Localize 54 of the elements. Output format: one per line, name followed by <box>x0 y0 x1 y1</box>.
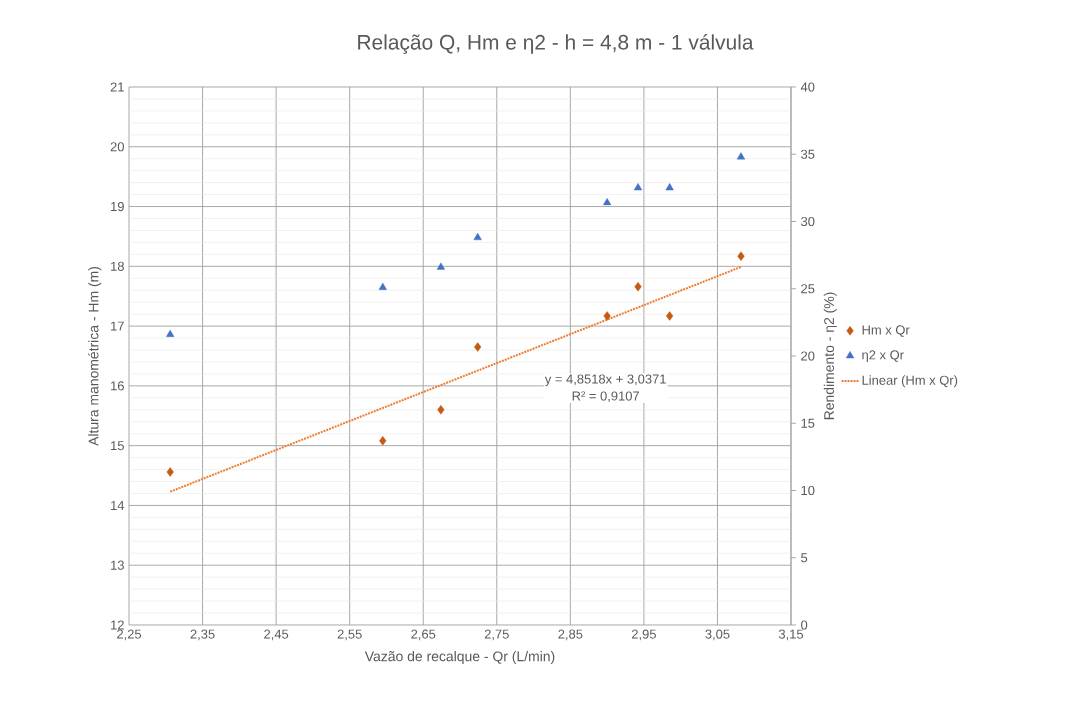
x-tick-label: 2,95 <box>631 629 656 641</box>
y-tick-label: 20 <box>110 142 124 152</box>
point <box>634 281 642 292</box>
y2-tick-label: 40 <box>800 82 815 92</box>
point <box>665 183 674 191</box>
y2-axis-title: Rendimento - η2 (%) <box>823 292 837 420</box>
x-tick-label: 2,35 <box>190 629 215 641</box>
point <box>666 311 674 321</box>
y2-tick-label: 25 <box>801 284 815 294</box>
y-tick-label: 21 <box>110 82 124 92</box>
point <box>474 342 482 352</box>
x-axis-title: Vazão de recalque - Qr (L/min) <box>364 651 555 665</box>
y-tick-label: 17 <box>111 321 124 331</box>
point <box>166 329 175 337</box>
point <box>436 262 445 270</box>
x-tick-label: 3,15 <box>778 629 804 641</box>
point <box>379 436 387 446</box>
y-tick-label: 13 <box>111 560 124 570</box>
legend-label: Linear (Hm x Qr) <box>862 375 958 388</box>
y-tick-label: 18 <box>111 261 124 271</box>
point <box>437 405 445 415</box>
legend-label: η2 x Qr <box>862 350 904 363</box>
point <box>603 311 611 321</box>
x-tick-label: 2,65 <box>411 629 436 641</box>
x-tick-label: 2,75 <box>484 629 509 641</box>
y-tick-label: 19 <box>111 201 124 212</box>
x-tick-label: 2,25 <box>117 629 142 641</box>
legend-label: Hm x Qr <box>862 325 910 337</box>
point <box>603 197 612 206</box>
x-tick-label: 2,45 <box>264 629 289 641</box>
y-tick-label: 16 <box>111 381 124 391</box>
chart-title: Relação Q, Hm e η2 - h = 4,8 m - 1 válvula <box>358 34 754 54</box>
point <box>633 183 643 191</box>
x-tick-label: 2,85 <box>558 629 583 641</box>
point <box>166 467 174 477</box>
y2-tick-label: 5 <box>801 553 808 563</box>
point <box>737 251 745 261</box>
point <box>378 282 387 290</box>
y2-tick-label: 35 <box>801 149 815 159</box>
x-tick-label: 3,05 <box>705 629 730 641</box>
y2-tick-label: 10 <box>801 485 815 496</box>
point <box>473 232 482 241</box>
y-tick-label: 15 <box>111 441 124 451</box>
point <box>736 152 746 160</box>
annotation: R² = 0,9107 <box>572 391 639 403</box>
y2-tick-label: 30 <box>801 216 815 227</box>
y2-tick-label: 20 <box>801 351 815 361</box>
annotation: y = 4,8518x + 3,0371 <box>544 374 666 387</box>
y-tick-label: 12 <box>111 620 124 630</box>
y-axis-title: Altura manométrica - Hm (m) <box>88 266 102 446</box>
y-tick-label: 14 <box>111 500 125 510</box>
y2-tick-label: 0 <box>801 620 808 630</box>
x-tick-label: 2,55 <box>337 629 362 641</box>
y2-tick-label: 15 <box>801 418 815 428</box>
